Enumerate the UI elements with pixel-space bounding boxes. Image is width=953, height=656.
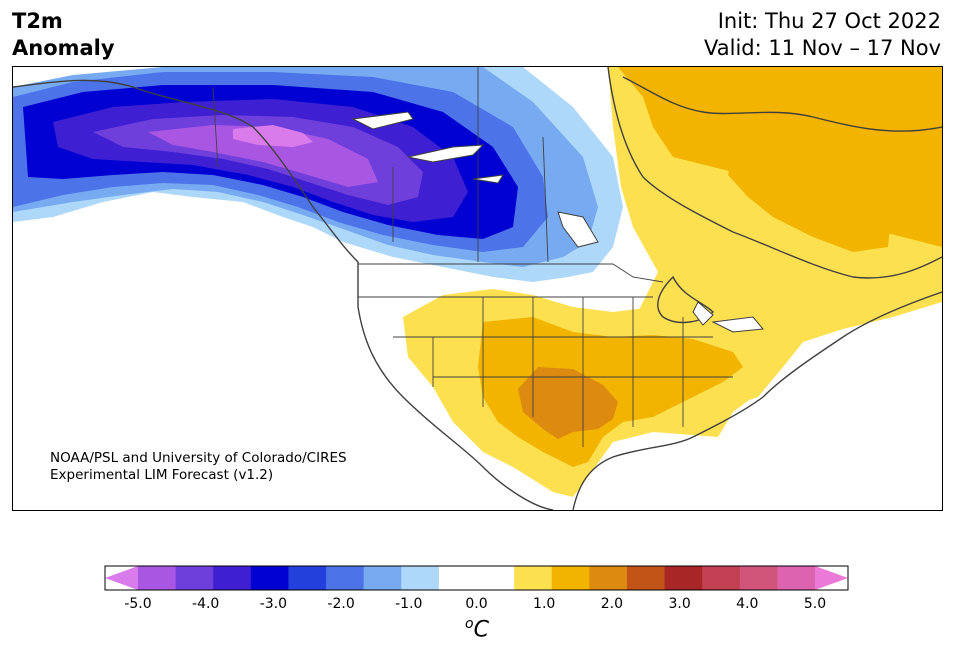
- colorbar-cell: [213, 566, 252, 590]
- colorbar-cell: [551, 566, 590, 590]
- colorbar-tick-label: 4.0: [736, 596, 759, 612]
- colorbar-cell: [739, 566, 778, 590]
- colorbar-tick-label: 3.0: [668, 596, 691, 612]
- credit-text: NOAA/PSL and University of Colorado/CIRE…: [50, 450, 347, 484]
- colorbar-unit: oC: [465, 616, 489, 642]
- title-line2: Anomaly: [12, 36, 115, 60]
- map-canvas: [13, 67, 942, 510]
- colorbar-cell: [138, 566, 177, 590]
- colorbar-cell: [401, 566, 440, 590]
- colorbar-cell: [438, 566, 477, 590]
- colorbar-cell: [476, 566, 515, 590]
- colorbar-cell: [589, 566, 628, 590]
- colorbar-tick-label: 5.0: [803, 596, 827, 612]
- colorbar-tick-label: 1.0: [533, 596, 556, 612]
- colorbar-max-extend: [815, 566, 848, 590]
- colorbar-cell: [326, 566, 365, 590]
- colorbar-cell: [664, 566, 703, 590]
- lakes: [351, 111, 764, 333]
- colorbar-tick-label: 2.0: [600, 596, 624, 612]
- unit-label: C: [473, 617, 489, 643]
- colorbar-cell: [363, 566, 402, 590]
- map-title: T2m Anomaly: [12, 8, 115, 62]
- colorbar-cell: [777, 566, 816, 590]
- colorbar-tick-label: 0.0: [465, 596, 488, 612]
- colorbar-cell: [626, 566, 666, 590]
- colorbar-svg: [104, 565, 849, 591]
- valid-range: Valid: 11 Nov – 17 Nov: [704, 36, 941, 60]
- colorbar-cell: [175, 566, 214, 590]
- coastlines: [13, 67, 942, 510]
- colorbar-cell: [288, 566, 327, 590]
- warm-region-quebec: [728, 152, 891, 252]
- anomaly-map: NOAA/PSL and University of Colorado/CIRE…: [12, 66, 943, 511]
- init-date: Init: Thu 27 Oct 2022: [717, 9, 941, 33]
- colorbar-tick-label: -1.0: [395, 596, 423, 612]
- colorbar-cell: [250, 566, 289, 590]
- credit-line1: NOAA/PSL and University of Colorado/CIRE…: [50, 450, 347, 466]
- warm-region-texas: [518, 367, 618, 439]
- cold-region-7: [148, 125, 378, 187]
- title-line1: T2m: [12, 9, 63, 33]
- political-borders: [212, 67, 733, 447]
- colorbar-tick-label: -4.0: [192, 596, 220, 612]
- credit-line2: Experimental LIM Forecast (v1.2): [50, 467, 274, 483]
- cold-region-core: [233, 125, 313, 147]
- colorbar-cell: [702, 566, 741, 590]
- colorbar-cell: [514, 566, 553, 590]
- colorbar-outline: [104, 565, 849, 591]
- unit-superscript: o: [465, 616, 474, 632]
- forecast-info: Init: Thu 27 Oct 2022 Valid: 11 Nov – 17…: [704, 8, 941, 62]
- colorbar: -5.0 -4.0 -3.0 -2.0 -1.0 0.0 1.0 2.0 3.0 4.0 5.0 o…: [0, 556, 953, 656]
- colorbar-tick-label: -3.0: [259, 596, 288, 612]
- colorbar-tick-label: -5.0: [124, 596, 152, 612]
- colorbar-tick-label: -2.0: [327, 596, 355, 612]
- colorbar-min-extend: [105, 566, 138, 590]
